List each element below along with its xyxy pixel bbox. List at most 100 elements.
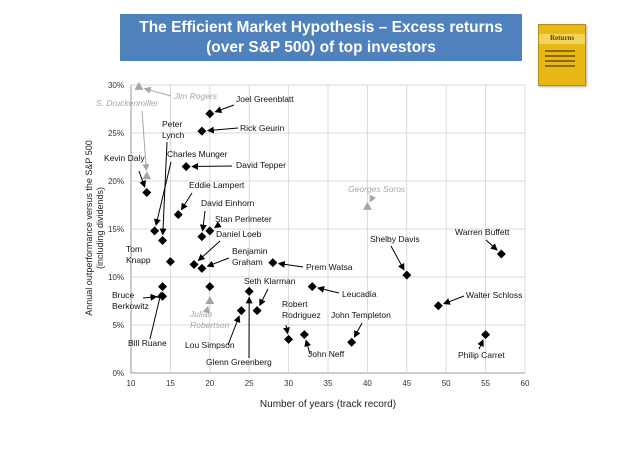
- label-arrow: [191, 162, 233, 170]
- scatter-point-diamond: [299, 330, 309, 340]
- label-arrow: [199, 210, 207, 232]
- data-points: [134, 81, 506, 347]
- scatter-point-triangle: [134, 81, 144, 90]
- y-tick-label: 20%: [108, 177, 124, 186]
- label-arrow: [390, 245, 405, 271]
- label-arrow: [213, 221, 222, 229]
- label-arrow: [197, 240, 221, 262]
- scatter-point-diamond: [142, 188, 152, 198]
- data-label: Peter Lynch: [162, 119, 185, 140]
- scatter-point-diamond: [402, 270, 412, 280]
- x-tick-label: 35: [324, 379, 333, 388]
- scatter-point-diamond: [205, 226, 215, 236]
- scatter-point-diamond: [284, 334, 294, 344]
- scatter-point-diamond: [197, 232, 207, 242]
- data-label: Bruce Berkowitz: [112, 290, 149, 311]
- scatter-point-diamond: [307, 282, 317, 292]
- label-arrow: [214, 104, 235, 113]
- label-arrow: [142, 293, 158, 301]
- label-arrow: [259, 288, 269, 307]
- data-label: Walter Schloss: [466, 290, 522, 300]
- y-tick-label: 5%: [112, 321, 124, 330]
- data-label: Daniel Loeb: [216, 229, 262, 239]
- data-label: Julian Robertson: [189, 309, 229, 330]
- x-tick-label: 20: [205, 379, 214, 388]
- data-label: John Neff: [308, 349, 345, 359]
- data-label: Lou Simpson: [185, 340, 235, 350]
- data-label: Leucadia: [342, 289, 377, 299]
- label-arrow: [283, 324, 290, 335]
- data-label: Eddie Lampert: [189, 180, 245, 190]
- book-cover-title: Returns: [549, 34, 575, 42]
- data-label: Georges Soros: [348, 184, 406, 194]
- label-arrow: [354, 322, 363, 338]
- scatter-point-diamond: [197, 263, 207, 273]
- scatter-point-diamond: [252, 306, 262, 316]
- scatter-point-diamond: [433, 301, 443, 311]
- x-tick-label: 50: [442, 379, 451, 388]
- data-label: Jim Rogers: [173, 91, 218, 101]
- data-label: Glenn Greenberg: [206, 357, 272, 367]
- gridlines: [130, 84, 526, 374]
- x-tick-label: 15: [166, 379, 175, 388]
- scatter-point-diamond: [347, 337, 357, 347]
- data-label: S. Druckenmiller: [96, 98, 160, 108]
- label-arrow: [277, 260, 304, 268]
- label-arrow: [227, 315, 241, 346]
- chart-title-line-2: (over S&P 500) of top investors: [206, 39, 436, 56]
- label-arrow: [485, 239, 498, 251]
- label-arrow: [143, 86, 172, 97]
- label-arrow: [317, 285, 340, 294]
- data-labels: Joel Greenblatt Rick Geurin Peter Lynch Char…: [96, 91, 522, 367]
- data-label: Seth Klarman: [244, 276, 296, 286]
- data-label: Joel Greenblatt: [236, 94, 294, 104]
- scatter-point-diamond: [244, 286, 254, 296]
- label-arrow: [141, 110, 150, 172]
- scatter-point-diamond: [158, 282, 168, 292]
- x-tick-label: 45: [402, 379, 411, 388]
- book-cover-text-lines: [545, 50, 575, 52]
- label-arrow: [206, 257, 230, 268]
- data-label: Bill Ruane: [128, 338, 167, 348]
- data-label: Rick Geurin: [240, 123, 285, 133]
- data-label: Kevin Daly: [104, 153, 145, 163]
- x-tick-label: 30: [284, 379, 293, 388]
- data-label: Philip Carret: [458, 350, 505, 360]
- data-label: David Tepper: [236, 160, 286, 170]
- scatter-point-diamond: [268, 258, 278, 268]
- scatter-point-diamond: [496, 249, 506, 259]
- scatter-point-diamond: [165, 257, 175, 267]
- x-tick-label: 10: [127, 379, 136, 388]
- scatter-point-diamond: [189, 260, 199, 270]
- y-tick-label: 15%: [108, 225, 124, 234]
- data-label: Shelby Davis: [370, 234, 420, 244]
- scatter-point-diamond: [158, 236, 168, 246]
- label-arrow: [180, 192, 193, 211]
- x-tick-label: 60: [521, 379, 530, 388]
- scatter-point-diamond: [181, 162, 191, 172]
- y-tick-label: 30%: [108, 81, 124, 90]
- label-arrow: [304, 339, 312, 355]
- title-banner: The Efficient Market Hypothesis – Excess…: [120, 14, 522, 61]
- label-arrow: [138, 170, 146, 188]
- scatter-point-diamond: [173, 210, 183, 220]
- book-cover-image: Returns: [538, 24, 586, 86]
- x-axis-label: Number of years (track record): [260, 399, 396, 410]
- label-arrow: [477, 339, 484, 350]
- data-label: Warren Buffett: [455, 227, 510, 237]
- data-label: John Templeton: [331, 310, 391, 320]
- scatter-point-diamond: [150, 226, 160, 236]
- scatter-point-diamond: [158, 291, 168, 301]
- x-tick-label: 40: [363, 379, 372, 388]
- label-arrow: [206, 126, 239, 134]
- scatter-point-triangle: [142, 171, 152, 180]
- scatter-point-triangle: [362, 201, 372, 210]
- scatter-point-diamond: [481, 330, 491, 340]
- y-axis-label: Annual outperformance versus the S&P 500…: [84, 140, 105, 315]
- scatter-point-diamond: [205, 109, 215, 119]
- label-arrow: [154, 161, 172, 227]
- tick-labels: 0% 5% 10% 15% 20% 25% 30% 10 15 20 25 30 35 40 45 50 55 6…: [108, 81, 530, 388]
- y-tick-label: 10%: [108, 273, 124, 282]
- label-arrow: [369, 194, 376, 203]
